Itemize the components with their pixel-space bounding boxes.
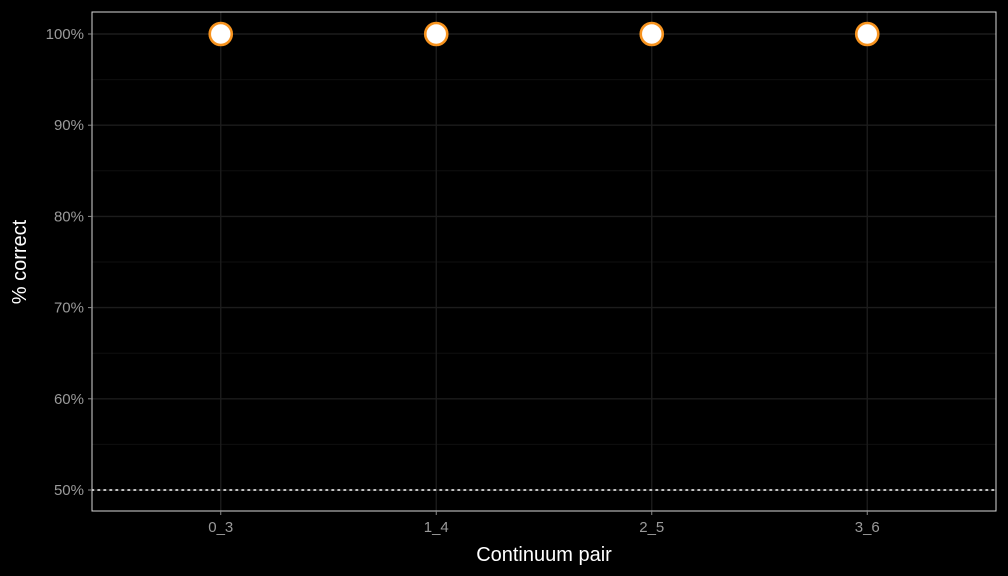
x-tick-label: 1_4 — [424, 519, 449, 536]
x-axis-ticks: 0_3 1_4 2_5 3_6 — [208, 511, 880, 536]
x-axis-title: Continuum pair — [476, 544, 612, 566]
data-point — [423, 21, 449, 47]
y-tick-label: 70% — [54, 300, 84, 317]
y-tick-label: 100% — [46, 26, 84, 43]
grid-minor — [92, 79, 996, 445]
y-axis-title: % correct — [9, 219, 31, 304]
x-tick-label: 2_5 — [639, 519, 664, 536]
panel-border — [91, 11, 997, 512]
y-tick-label: 50% — [54, 482, 84, 499]
y-tick-label: 80% — [54, 208, 84, 225]
y-tick-label: 90% — [54, 117, 84, 134]
data-point — [639, 21, 665, 47]
grid-major — [92, 12, 996, 511]
data-point — [208, 21, 234, 47]
y-axis-ticks: 50% 60% 70% 80% 90% 100% — [46, 26, 92, 499]
y-tick-label: 60% — [54, 391, 84, 408]
x-tick-label: 3_6 — [855, 519, 880, 536]
data-point — [854, 21, 880, 47]
x-tick-label: 0_3 — [208, 519, 233, 536]
data-points — [208, 21, 880, 47]
